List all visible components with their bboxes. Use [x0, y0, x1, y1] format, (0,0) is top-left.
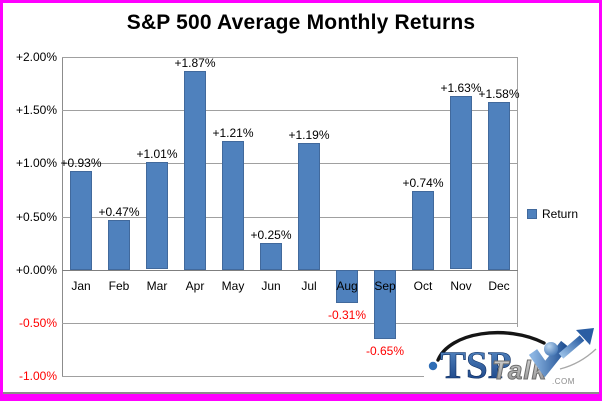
- bar-value-label: +1.58%: [478, 87, 520, 101]
- bar-value-label: +1.63%: [440, 81, 482, 95]
- gridline: [62, 163, 518, 164]
- x-category-label-oct: Oct: [413, 279, 433, 293]
- bar-jan: [70, 171, 92, 270]
- logo-head-icon: [544, 342, 558, 356]
- y-tick-label: +0.00%: [15, 263, 57, 277]
- logo-arc: [436, 331, 546, 362]
- logo-text-com: .COM: [552, 377, 575, 386]
- bar-apr: [184, 71, 206, 270]
- bar-value-label: +0.25%: [250, 228, 292, 242]
- bar-value-label: +1.01%: [136, 147, 178, 161]
- y-tick-label: +1.50%: [15, 103, 57, 117]
- window-border-bottom: [0, 394, 602, 401]
- x-category-label-jun: Jun: [261, 279, 281, 293]
- y-tick-label: -1.00%: [18, 369, 57, 383]
- bar-value-label: +0.93%: [60, 156, 102, 170]
- y-tick-label: +2.00%: [15, 50, 57, 64]
- chart-frame-bottom-edge: [0, 392, 602, 394]
- logo-background: [424, 327, 598, 391]
- window-border-left: [0, 0, 3, 401]
- gridline: [62, 323, 518, 324]
- x-category-label-dec: Dec: [488, 279, 510, 293]
- logo-arrow-head-icon: [576, 328, 594, 345]
- bar-value-label: -0.65%: [365, 344, 405, 358]
- plot-right-border: [517, 57, 518, 376]
- bar-may: [222, 141, 244, 270]
- bar-jul: [298, 143, 320, 270]
- plot-area: +0.93% Jan +0.47% Feb +1.01% Mar +1.87% Apr +1.2…: [60, 56, 520, 377]
- legend-swatch-icon: [527, 209, 537, 219]
- window-border-top: [0, 0, 602, 3]
- y-tick-label: -0.50%: [18, 316, 57, 330]
- x-category-label-aug: Aug: [336, 279, 358, 293]
- y-tick-label: +1.00%: [15, 156, 57, 170]
- gridline: [62, 270, 518, 271]
- gridline: [62, 57, 518, 58]
- y-tick-label: +0.50%: [15, 210, 57, 224]
- logo-swoosh: [559, 348, 597, 370]
- bar-jun: [260, 243, 282, 270]
- x-category-label-sep: Sep: [374, 279, 396, 293]
- bar-dec: [488, 102, 510, 270]
- logo-dot-icon: [428, 361, 438, 371]
- bar-sep: [374, 270, 396, 339]
- bar-feb: [108, 220, 130, 270]
- bar-value-label: -0.31%: [327, 308, 367, 322]
- bar-value-label: +0.47%: [98, 205, 140, 219]
- logo-text-tsp: TSP: [440, 344, 512, 387]
- x-category-label-jul: Jul: [301, 279, 317, 293]
- tsptalk-logo: TSP Talk .COM: [424, 327, 598, 391]
- x-category-label-apr: Apr: [185, 279, 205, 293]
- gridline: [62, 110, 518, 111]
- bar-value-label: +1.87%: [174, 56, 216, 70]
- legend: Return: [527, 207, 578, 221]
- x-category-label-mar: Mar: [146, 279, 168, 293]
- bar-nov: [450, 96, 472, 269]
- bar-aug: [336, 270, 358, 303]
- window-border-right: [599, 0, 602, 401]
- y-axis-line: [62, 57, 63, 376]
- x-category-label-feb: Feb: [108, 279, 130, 293]
- chart-title: S&P 500 Average Monthly Returns: [126, 11, 476, 34]
- logo-check-icon: [528, 340, 569, 378]
- logo-arrow-shaft: [558, 335, 585, 359]
- gridline: [62, 376, 518, 377]
- x-category-label-jan: Jan: [71, 279, 91, 293]
- gridline: [62, 217, 518, 218]
- bar-oct: [412, 191, 434, 270]
- x-category-label-nov: Nov: [450, 279, 472, 293]
- legend-label: Return: [542, 207, 579, 221]
- bar-mar: [146, 162, 168, 269]
- bar-value-label: +1.19%: [288, 128, 330, 142]
- x-category-label-may: May: [221, 279, 245, 293]
- bar-value-label: +0.74%: [402, 176, 444, 190]
- bar-value-label: +1.21%: [212, 126, 254, 140]
